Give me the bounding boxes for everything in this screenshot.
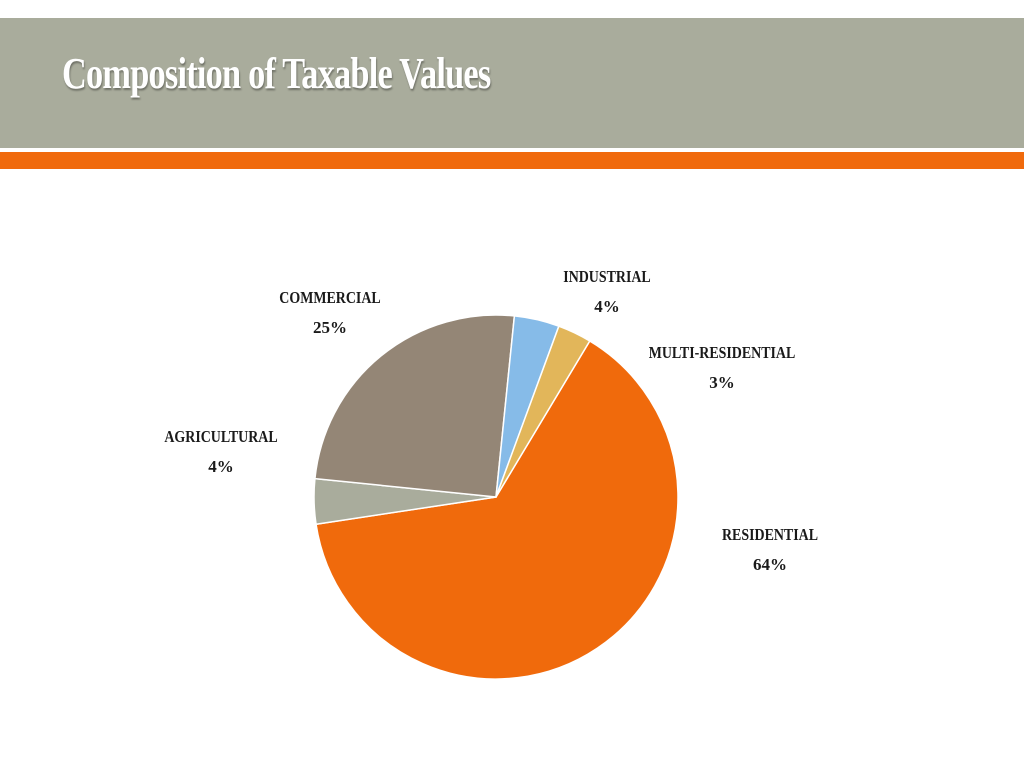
slice-value-label: 64% (753, 555, 787, 574)
pie-slices (313, 314, 679, 680)
slice-category-label: MULTI-RESIDENTIAL (649, 344, 796, 363)
slice-value-label: 4% (594, 297, 620, 316)
slice-value-label: 3% (709, 373, 735, 392)
pie-labels: RESIDENTIAL 64% AGRICULTURAL 4% COMMERCIAL 25… (164, 268, 818, 574)
accent-bar (0, 152, 1024, 169)
slice-value-label: 25% (313, 318, 347, 337)
pie-slice-multi-residential (495, 325, 591, 498)
slice-category-label: INDUSTRIAL (563, 268, 650, 287)
title-band (0, 18, 1024, 148)
slice-category-label: COMMERCIAL (279, 289, 380, 308)
slide-title: Composition of Taxable Values (62, 49, 491, 98)
pie-slice-residential (315, 339, 679, 680)
slice-category-label: AGRICULTURAL (164, 428, 277, 447)
pie-slice-commercial (314, 314, 516, 498)
slice-category-label: RESIDENTIAL (722, 526, 818, 545)
slice-value-label: 4% (208, 457, 234, 476)
